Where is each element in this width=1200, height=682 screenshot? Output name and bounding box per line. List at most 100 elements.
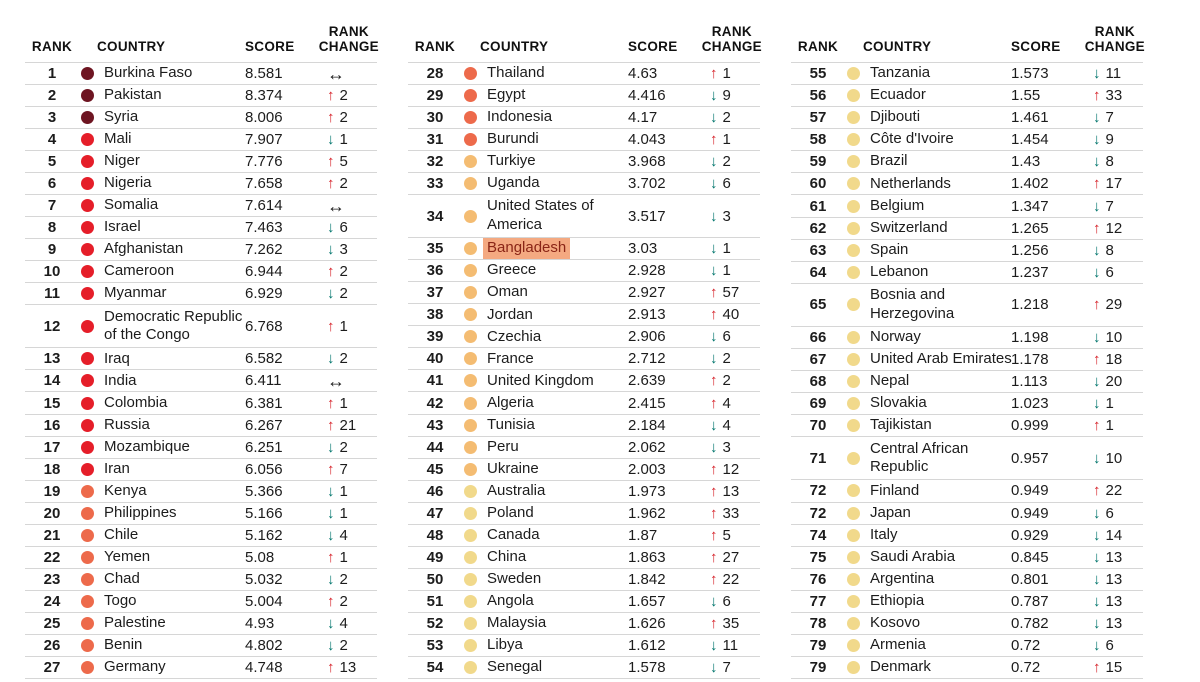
rank-value: 77 [809,592,827,610]
table-row: 67 United Arab Emirates 1.178 ↑ 18 [791,348,1143,370]
up-arrow-icon: ↑ [710,460,718,478]
country-cell: Egypt [462,86,628,105]
score-tier-dot [464,462,477,476]
score-tier-dot [81,506,94,520]
rank-change-cell: ↓ 7 [706,659,760,676]
rank-value: 42 [426,394,444,412]
rank-change-value: 2 [339,592,348,610]
up-arrow-icon: ↑ [710,526,718,544]
score-tier-dot [81,418,94,432]
table-row: 47 Poland 1.962 ↑ 33 [408,501,760,524]
score-value: 1.178 [1011,351,1049,369]
country-name: Nigeria [104,174,152,192]
country-cell: Democratic Republic of the Congo [79,308,245,346]
country-cell: Djibouti [845,108,1011,127]
down-arrow-icon: ↓ [1093,395,1101,413]
rank-column-header: RANK [31,39,73,55]
country-cell: Colombia [79,394,245,413]
up-arrow-icon: ↑ [327,263,335,281]
rank-change-value: 40 [722,306,740,324]
rank-change-cell: ↑ 33 [1089,87,1143,104]
score-value: 1.962 [628,504,666,522]
score-value: 4.93 [245,614,275,632]
score-tier-dot [464,308,477,322]
country-cell: Iraq [79,350,245,369]
rank-column-header: RANK [797,39,839,55]
score-tier-dot [847,451,860,465]
score-value: 1.43 [1011,153,1041,171]
country-name: Peru [487,437,519,455]
table-row: 23 Chad 5.032 ↓ 2 [25,567,377,590]
country-cell: Ecuador [845,86,1011,105]
table-row: 15 Colombia 6.381 ↑ 1 [25,391,377,413]
rank-change-cell: ↓ 2 [706,109,760,126]
country-cell: Philippines [79,504,245,523]
up-arrow-icon: ↑ [327,317,335,335]
score-tier-dot [464,638,477,652]
country-name: Norway [870,328,921,346]
down-arrow-icon: ↓ [327,285,335,303]
rank-change-value: 4 [722,394,731,412]
score-tier-dot [464,352,477,366]
rank-change-value: 22 [722,570,740,588]
rank-change-value: 29 [1105,296,1123,314]
score-value: 4.802 [245,636,283,654]
score-tier-dot [847,616,860,630]
rank-change-cell: ↑ 40 [706,306,760,323]
country-name: Colombia [104,393,168,411]
score-value: 3.702 [628,175,666,193]
country-name: Libya [487,635,523,653]
down-arrow-icon: ↓ [327,570,335,588]
score-tier-dot [81,243,94,257]
table-row: 37 Oman 2.927 ↑ 57 [408,281,760,303]
rank-change-cell: ↑ 18 [1089,351,1143,368]
score-value: 1.347 [1011,197,1049,215]
down-arrow-icon: ↓ [1093,328,1101,346]
score-tier-dot [464,616,477,630]
rank-change-value: 13 [1105,592,1123,610]
rank-change-cell: ↑ 2 [323,87,377,104]
rank-change-value: 11 [722,636,739,654]
ranking-table: RANK COUNTRY SCORE RANK CHANGE 55 Tanzani… [791,8,1145,679]
country-cell: Armenia [845,636,1011,655]
rank-value: 67 [809,351,827,369]
table-row: 44 Peru 2.062 ↓ 3 [408,435,760,458]
rank-change-value: 33 [1105,87,1123,105]
up-arrow-icon: ↑ [327,153,335,171]
country-name: Ecuador [870,86,926,104]
table-row: 5 Niger 7.776 ↑ 5 [25,150,377,172]
score-value: 2.184 [628,416,666,434]
rank-change-cell: ↑ 13 [323,659,377,676]
rank-change-value: 1 [722,262,731,280]
down-arrow-icon: ↓ [1093,570,1101,588]
rank-change-value: 6 [1105,637,1114,655]
country-name: Czechia [487,327,542,345]
up-arrow-icon: ↑ [327,658,335,676]
score-tier-dot [81,396,94,410]
rank-value: 52 [426,614,444,632]
country-name: Ethiopia [870,592,925,609]
score-tier-dot [847,221,860,235]
country-cell: Pakistan [79,86,245,105]
rank-change-cell: ↑ 2 [323,263,377,280]
country-cell: Burundi [462,130,628,149]
score-tier-dot [81,616,94,630]
score-value: 6.411 [245,372,282,390]
rank-value: 31 [426,131,444,149]
table-row: 48 Canada 1.87 ↑ 5 [408,523,760,546]
down-arrow-icon: ↓ [1093,153,1101,171]
up-arrow-icon: ↑ [710,482,718,500]
score-tier-dot [81,374,94,388]
rank-change-cell: ↓ 1 [323,131,377,148]
score-value: 7.614 [245,197,283,215]
score-value: 1.573 [1011,65,1049,83]
country-name: Israel [104,218,141,236]
rank-change-value: 8 [1105,153,1114,171]
table-row: 1 Burkina Faso 8.581 ↔ [25,62,377,84]
rank-value: 8 [47,219,57,237]
country-name: Democratic Republic of the Congo [104,307,243,344]
score-value: 1.863 [628,548,666,566]
table-row: 54 Senegal 1.578 ↓ 7 [408,655,760,678]
rank-value: 3 [47,109,57,127]
score-value: 1.113 [1011,373,1048,391]
